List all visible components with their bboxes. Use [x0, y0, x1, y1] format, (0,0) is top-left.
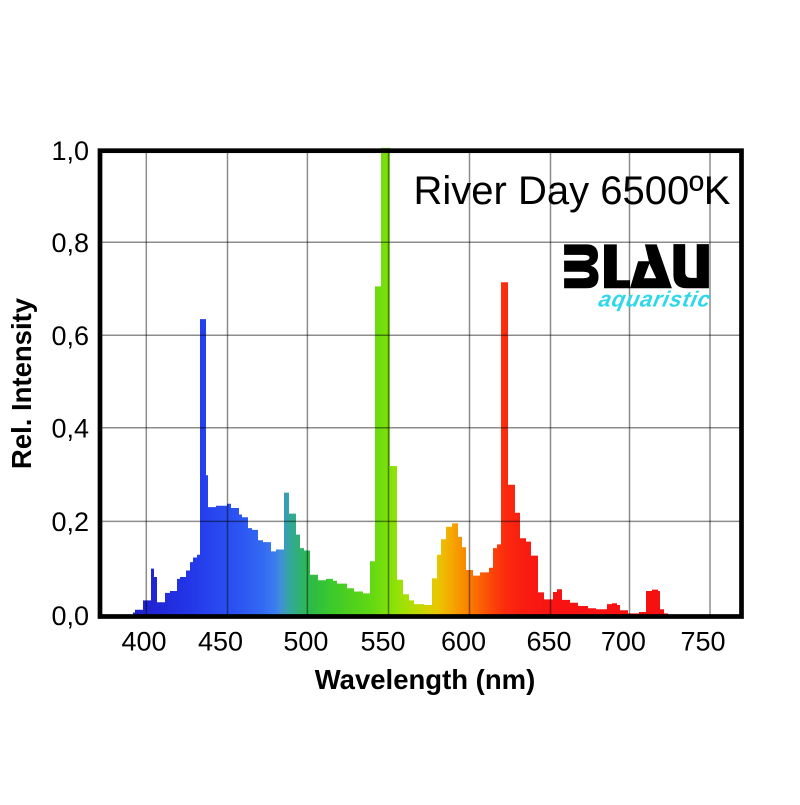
svg-text:0,8: 0,8 [51, 228, 89, 258]
svg-text:500: 500 [283, 627, 328, 657]
svg-text:700: 700 [601, 627, 646, 657]
svg-text:0,4: 0,4 [51, 413, 89, 443]
svg-text:750: 750 [680, 627, 725, 657]
svg-text:0,0: 0,0 [51, 601, 89, 631]
svg-text:400: 400 [121, 627, 166, 657]
svg-text:450: 450 [198, 627, 243, 657]
svg-text:550: 550 [360, 627, 405, 657]
svg-text:aquaristic: aquaristic [597, 287, 714, 312]
svg-text:1,0: 1,0 [51, 136, 89, 166]
svg-text:0,2: 0,2 [51, 507, 89, 537]
svg-text:River Day 6500ºK: River Day 6500ºK [414, 169, 731, 213]
svg-text:650: 650 [526, 627, 571, 657]
svg-text:Rel. Intensity: Rel. Intensity [6, 297, 37, 469]
svg-text:Wavelength (nm): Wavelength (nm) [315, 664, 536, 695]
svg-text:0,6: 0,6 [51, 321, 89, 351]
svg-text:600: 600 [441, 627, 486, 657]
